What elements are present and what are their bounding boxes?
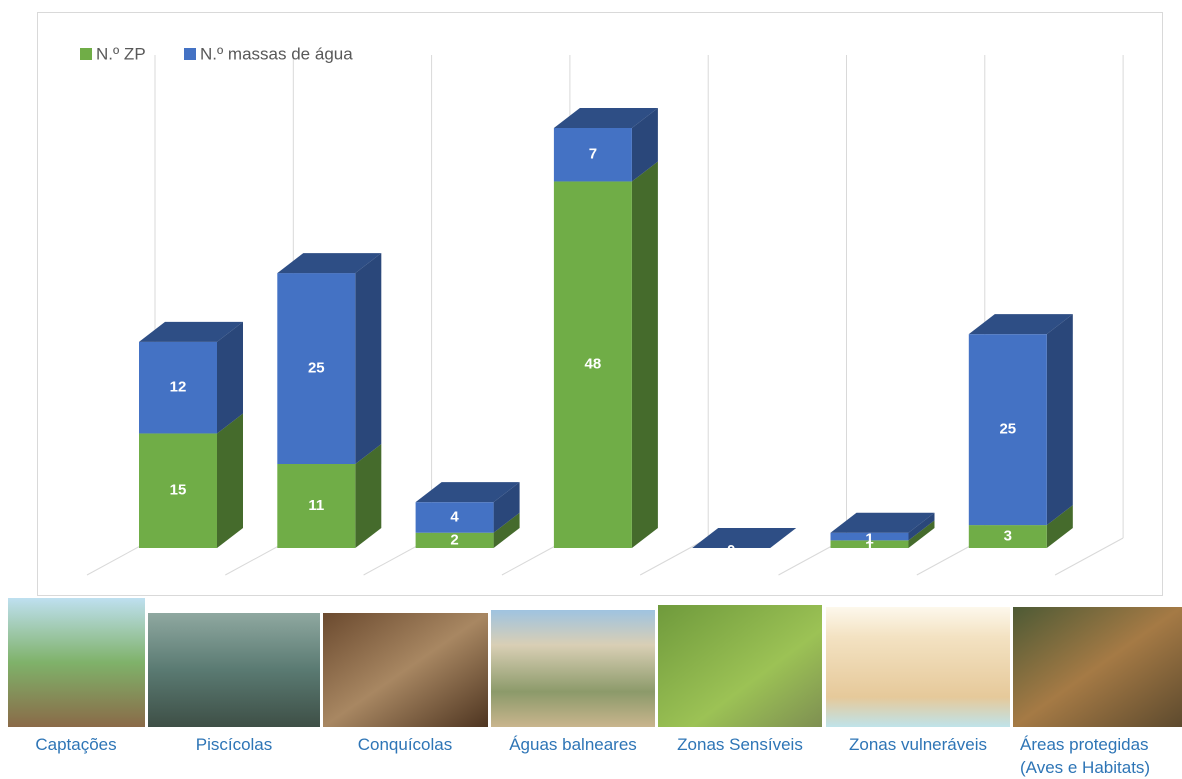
bar-top [415,482,520,503]
bar-side [1046,314,1073,526]
bar [968,334,1047,526]
bar-side [355,444,382,548]
category-label: Zonas Sensíveis [677,735,803,754]
legend-swatch [80,48,92,60]
data-label: 4 [450,508,459,525]
bar-side [908,512,935,541]
bar-top [968,314,1073,335]
bar-top [830,512,935,533]
image-captacoes [8,598,145,727]
category-label: Áreas protegidas (Aves e Habitats) [1020,735,1151,777]
bar [415,532,494,548]
legend-label: N.º ZP [96,44,146,63]
bar-top [139,321,243,342]
image-vulneraveis [826,607,1010,727]
bar [139,433,217,548]
bar [830,532,909,541]
bar-side [1046,505,1073,548]
category-label: Piscícolas [195,735,273,754]
bar [830,540,909,548]
bar [139,341,217,434]
bar-side [493,482,520,533]
category-label: Conquícolas [357,735,453,754]
floor-line [639,537,709,576]
bar-side [217,413,243,548]
bar-side [355,253,382,464]
data-label: 0 [727,542,735,559]
bar [553,128,632,182]
category-label: Águas balneares [509,735,637,754]
bar [415,502,494,533]
bar-top [553,108,658,128]
category-label: Zonas vulneráveis [849,735,987,754]
legend-swatch [184,48,196,60]
data-label: 1 [865,531,873,548]
bar-side [493,512,520,548]
category-label: Captações [35,735,117,754]
bar [277,464,356,548]
data-label: 25 [308,360,325,377]
bar-top [692,528,797,548]
data-label: 15 [170,482,187,499]
data-label: 12 [170,379,187,396]
bar [277,273,356,464]
data-label: 25 [999,421,1016,438]
legend-label: N.º massas de água [200,44,353,63]
data-label: 7 [589,146,597,163]
image-conquicolas [323,613,488,727]
image-piscicolas [148,613,320,727]
image-protegidas [1013,607,1182,727]
floor-line [1054,537,1124,576]
bar-side [631,108,658,182]
image-balneares [491,610,655,727]
data-label: 3 [1004,528,1012,545]
bar-side [631,161,658,549]
data-label: 0 [727,542,735,559]
data-label: 2 [450,531,458,548]
data-label: 48 [585,356,602,373]
bar-side [908,520,935,548]
bar [553,181,632,549]
bar-side [217,321,243,434]
data-label: 11 [308,497,324,514]
data-label: 1 [865,538,873,555]
image-sensiveis [658,605,822,727]
bar [968,525,1047,548]
bar-top [277,253,382,274]
